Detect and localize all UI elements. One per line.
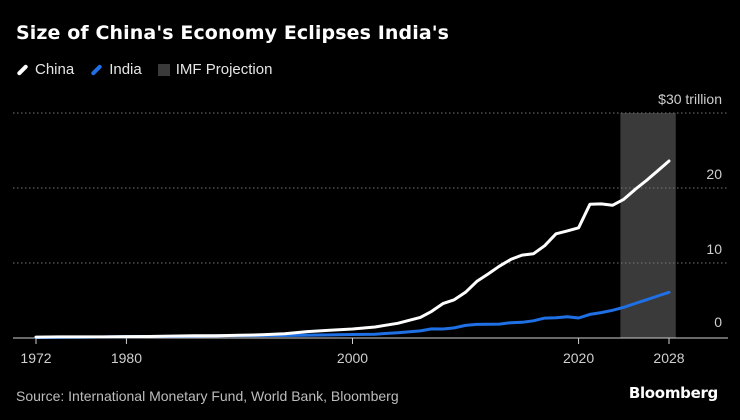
y-tick-label-30: $30 trillion (658, 91, 722, 107)
projection-swatch-icon (157, 63, 170, 76)
x-tick-label-2000: 2000 (337, 350, 368, 366)
legend-item-india: India (90, 61, 142, 78)
legend-label-china: China (35, 61, 75, 78)
series-line-layer (34, 159, 671, 339)
gridline-layer (13, 112, 728, 264)
legend-item-china: China (16, 61, 74, 78)
y-tick-label-0: 0 (714, 314, 722, 330)
x-tick-label-2028: 2028 (653, 350, 684, 366)
x-tick-label-2020: 2020 (563, 350, 594, 366)
chart-title: Size of China's Economy Eclipses India's (16, 22, 450, 44)
x-tick-label-1980: 1980 (111, 350, 142, 366)
y-tick-label-20: 20 (706, 166, 722, 182)
series-line-china (34, 159, 671, 339)
legend-label-projection: IMF Projection (175, 61, 273, 78)
legend-label-india: India (109, 61, 142, 78)
bloomberg-logo: Bloomberg (628, 384, 718, 402)
source-note: Source: International Monetary Fund, Wor… (16, 388, 399, 404)
x-tick-label-1972: 1972 (20, 350, 51, 366)
series-line-india (34, 290, 671, 339)
y-tick-label-10: 10 (706, 241, 722, 257)
x-axis-layer: 1972 1980 2000 2020 2028 (13, 337, 728, 366)
legend: China India IMF Projection (16, 61, 272, 78)
y-tick-label-layer: 0 10 20 $30 trillion (658, 91, 722, 330)
legend-item-projection: IMF Projection (157, 61, 273, 78)
